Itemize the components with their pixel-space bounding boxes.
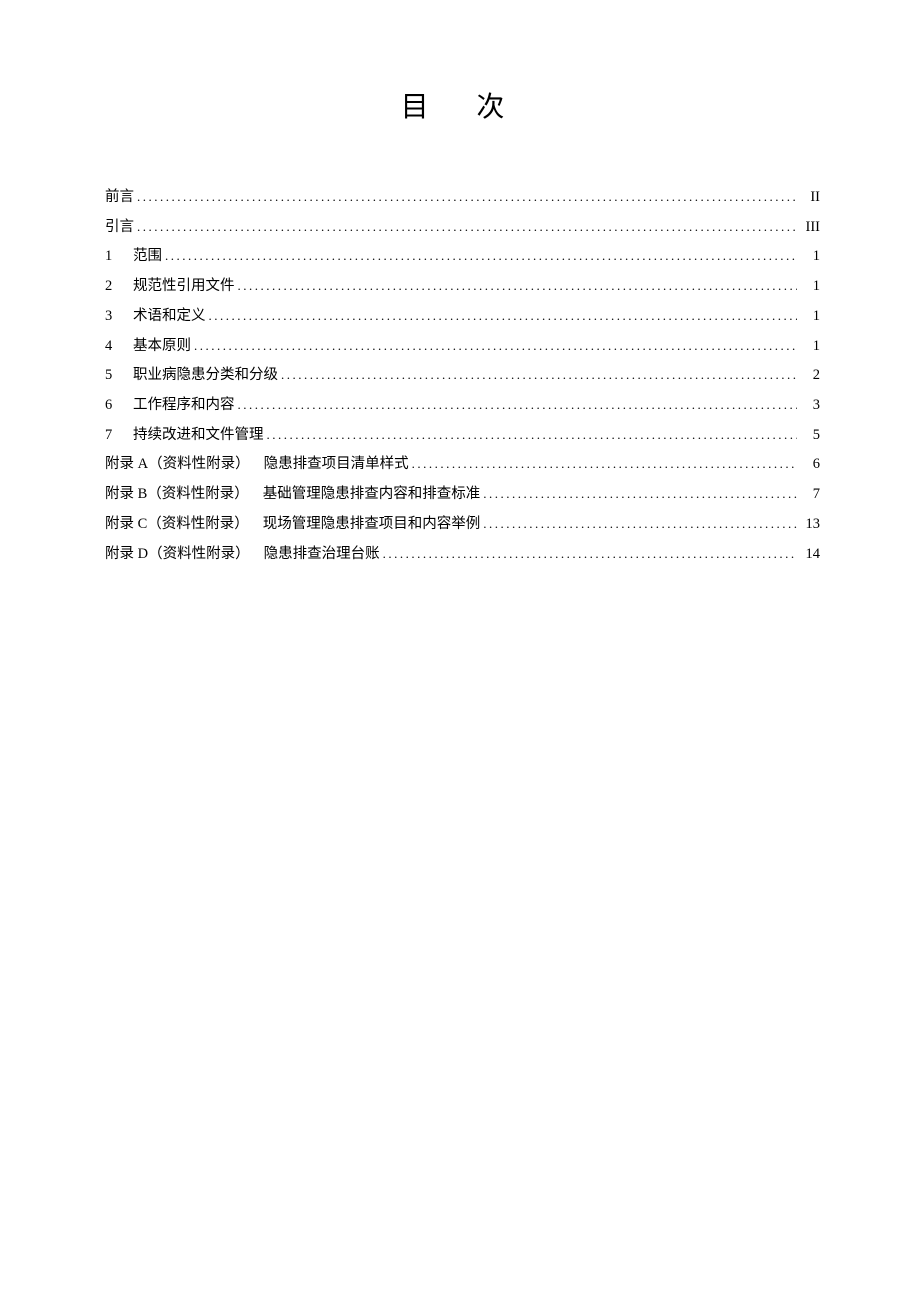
- toc-entry-label: 附录 C（资料性附录）: [105, 510, 249, 540]
- toc-entry: 引言 III: [105, 213, 820, 243]
- toc-entry-page: 3: [800, 391, 820, 421]
- toc-entry-label: 附录 B（资料性附录）: [105, 480, 249, 510]
- toc-entry: 5 职业病隐患分类和分级 2: [105, 361, 820, 391]
- toc-leader-dots: [267, 422, 798, 449]
- toc-leader-dots: [412, 451, 797, 478]
- toc-leader-dots: [238, 392, 798, 419]
- toc-entry: 前言 II: [105, 183, 820, 213]
- toc-entry-desc: 基本原则: [133, 332, 191, 362]
- toc-entry-page: 2: [800, 361, 820, 391]
- toc-entry-label: 6: [105, 391, 125, 421]
- toc-entry: 1 范围 1: [105, 242, 820, 272]
- toc-leader-dots: [165, 243, 797, 270]
- toc-entry-label: 4: [105, 332, 125, 362]
- toc-entry-page: 6: [800, 450, 820, 480]
- toc-leader-dots: [209, 303, 798, 330]
- toc-entry-desc: 现场管理隐患排查项目和内容举例: [263, 510, 481, 540]
- toc-leader-dots: [383, 541, 797, 568]
- toc-entry: 附录 C（资料性附录） 现场管理隐患排查项目和内容举例 13: [105, 510, 820, 540]
- toc-leader-dots: [281, 362, 797, 389]
- toc-entry-page: 14: [800, 540, 820, 570]
- toc-entry: 附录 A（资料性附录） 隐患排查项目清单样式 6: [105, 450, 820, 480]
- toc-entry-desc: 隐患排查项目清单样式: [264, 450, 409, 480]
- toc-entry-label: 前言: [105, 183, 134, 213]
- toc-entry-label: 3: [105, 302, 125, 332]
- toc-entry-desc: 隐患排查治理台账: [264, 540, 380, 570]
- toc-entry: 2 规范性引用文件 1: [105, 272, 820, 302]
- toc-entry-label: 1: [105, 242, 125, 272]
- toc-entry-page: III: [800, 213, 820, 243]
- toc-entry-desc: 持续改进和文件管理: [133, 421, 264, 451]
- toc-leader-dots: [137, 184, 797, 211]
- toc-entry-label: 2: [105, 272, 125, 302]
- toc-entry-page: 1: [800, 242, 820, 272]
- toc-entry: 7 持续改进和文件管理 5: [105, 421, 820, 451]
- toc-entry-page: II: [800, 183, 820, 213]
- toc-entry-desc: 职业病隐患分类和分级: [133, 361, 278, 391]
- toc-entry-page: 13: [800, 510, 820, 540]
- toc-entry-label: 7: [105, 421, 125, 451]
- toc-leader-dots: [137, 214, 797, 241]
- toc-entry-label: 引言: [105, 213, 134, 243]
- toc-entry-desc: 基础管理隐患排查内容和排查标准: [263, 480, 481, 510]
- toc-entry-desc: 术语和定义: [133, 302, 206, 332]
- toc-entry-label: 附录 A（资料性附录）: [105, 450, 250, 480]
- toc-entry-label: 5: [105, 361, 125, 391]
- toc-entry: 附录 D（资料性附录） 隐患排查治理台账 14: [105, 540, 820, 570]
- toc-entry-desc: 范围: [133, 242, 162, 272]
- page-title: 目 次: [105, 85, 820, 125]
- toc-entry-desc: 规范性引用文件: [133, 272, 235, 302]
- toc-leader-dots: [238, 273, 798, 300]
- toc-entry-page: 7: [800, 480, 820, 510]
- toc-leader-dots: [483, 481, 797, 508]
- toc-entry-page: 1: [800, 302, 820, 332]
- table-of-contents: 前言II引言III1范围12规范性引用文件13术语和定义14基本原则15职业病隐…: [105, 183, 820, 569]
- toc-entry: 附录 B（资料性附录） 基础管理隐患排查内容和排查标准 7: [105, 480, 820, 510]
- toc-entry-label: 附录 D（资料性附录）: [105, 540, 250, 570]
- toc-entry-desc: 工作程序和内容: [133, 391, 235, 421]
- toc-entry: 3 术语和定义 1: [105, 302, 820, 332]
- toc-entry-page: 1: [800, 332, 820, 362]
- toc-leader-dots: [483, 511, 797, 538]
- toc-entry: 6 工作程序和内容 3: [105, 391, 820, 421]
- toc-entry-page: 5: [800, 421, 820, 451]
- toc-entry-page: 1: [800, 272, 820, 302]
- toc-leader-dots: [194, 333, 797, 360]
- toc-entry: 4 基本原则 1: [105, 332, 820, 362]
